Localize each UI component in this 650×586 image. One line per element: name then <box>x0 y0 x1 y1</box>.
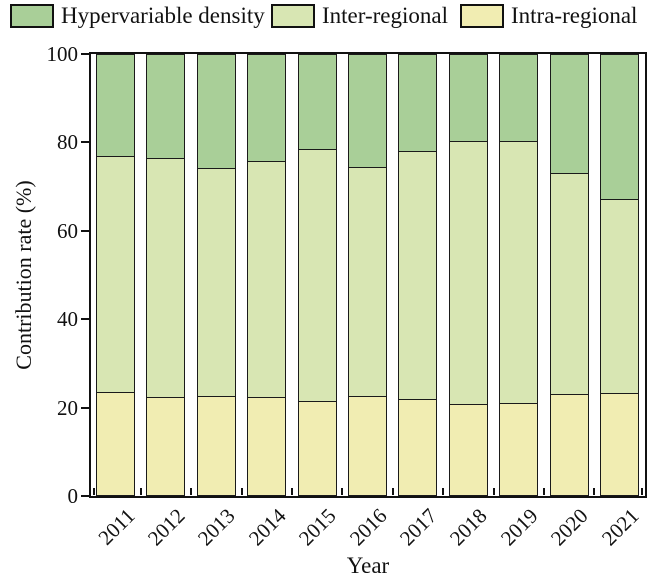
y-tick-label: 20 <box>57 395 78 420</box>
segment-inter-regional <box>398 151 438 400</box>
y-tick-label: 80 <box>57 130 78 155</box>
y-tick-mark <box>81 53 89 55</box>
segment-inter-regional <box>499 140 539 404</box>
y-tick-label: 40 <box>57 307 78 332</box>
y-tick-mark <box>81 141 89 144</box>
segment-hypervariable-density <box>499 54 539 142</box>
bar-2011 <box>96 54 135 496</box>
segment-intra-regional <box>499 402 539 496</box>
segment-hypervariable-density <box>448 54 488 143</box>
legend-item-hypervariable-density: Hypervariable density <box>10 2 265 30</box>
x-tick-mark <box>240 488 243 495</box>
segment-inter-regional <box>247 161 287 399</box>
x-tick-mark <box>391 488 394 495</box>
segment-intra-regional <box>347 396 387 496</box>
bar-2018 <box>448 54 488 496</box>
x-tick-mark <box>492 488 495 495</box>
y-tick-mark <box>81 406 89 409</box>
segment-intra-regional <box>146 396 186 496</box>
x-tick-mark <box>190 488 193 495</box>
segment-hypervariable-density <box>96 54 135 157</box>
segment-hypervariable-density <box>247 54 287 163</box>
segment-inter-regional <box>347 166 387 398</box>
x-tick-mark <box>442 488 445 495</box>
segment-hypervariable-density <box>599 54 639 201</box>
segment-inter-regional <box>448 141 488 405</box>
segment-intra-regional <box>96 392 135 496</box>
segment-hypervariable-density <box>196 54 236 170</box>
segment-inter-regional <box>196 168 236 397</box>
y-tick-label: 0 <box>67 484 79 508</box>
legend-item-intra-regional: Intra-regional <box>460 2 637 30</box>
y-tick-mark <box>81 318 89 321</box>
bar-2013 <box>196 54 236 496</box>
y-tick-label: 60 <box>57 218 78 243</box>
segment-hypervariable-density <box>146 54 186 159</box>
legend-label: Hypervariable density <box>61 3 265 28</box>
segment-hypervariable-density <box>347 54 387 168</box>
legend-swatch <box>271 4 315 28</box>
bar-2014 <box>247 54 287 496</box>
segment-hypervariable-density <box>297 54 337 151</box>
plot-area <box>89 52 647 498</box>
segment-inter-regional <box>599 199 639 395</box>
x-tick-mark <box>290 488 293 495</box>
y-tick-mark <box>81 229 89 232</box>
bar-2017 <box>398 54 438 496</box>
bar-2012 <box>146 54 186 496</box>
segment-inter-regional <box>549 173 589 395</box>
legend-item-inter-regional: Inter-regional <box>271 2 448 30</box>
segment-inter-regional <box>96 155 135 394</box>
segment-intra-regional <box>398 398 438 496</box>
legend-swatch <box>10 4 54 28</box>
bar-2020 <box>549 54 589 496</box>
segment-intra-regional <box>448 403 488 496</box>
segment-inter-regional <box>297 149 337 403</box>
y-axis-title: Contribution rate (%) <box>11 180 36 370</box>
x-tick-mark <box>542 488 545 495</box>
segment-inter-regional <box>146 157 186 398</box>
segment-intra-regional <box>599 393 639 496</box>
x-tick-mark <box>139 488 142 495</box>
bar-2019 <box>499 54 539 496</box>
y-tick-label: 100 <box>46 42 79 66</box>
x-axis-title: Year <box>346 553 390 578</box>
legend-label: Inter-regional <box>322 3 448 28</box>
bar-2015 <box>297 54 337 496</box>
x-tick-mark <box>593 488 596 495</box>
bars-layer <box>91 54 645 496</box>
x-tick-mark <box>92 488 95 495</box>
bar-2021 <box>599 54 639 496</box>
segment-intra-regional <box>196 395 236 496</box>
segment-hypervariable-density <box>549 54 589 175</box>
segment-hypervariable-density <box>398 54 438 153</box>
segment-intra-regional <box>297 401 337 496</box>
y-tick-mark <box>81 495 89 497</box>
bar-2016 <box>347 54 387 496</box>
segment-intra-regional <box>549 393 589 496</box>
x-tick-mark <box>641 488 643 495</box>
segment-intra-regional <box>247 397 287 496</box>
x-tick-mark <box>341 488 344 495</box>
legend-swatch <box>460 4 504 28</box>
legend-label: Intra-regional <box>511 3 638 28</box>
